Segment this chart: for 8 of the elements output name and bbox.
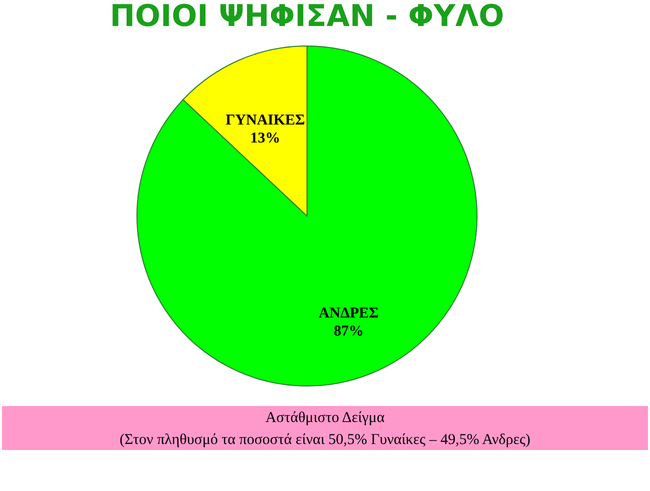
data-label: 13% (250, 130, 280, 147)
data-label: 87% (334, 323, 364, 340)
slice-label: ΑΝΔΡΕΣ (318, 305, 379, 322)
chart-title: ΠΟΙΟΙ ΨΗΦΙΣΑΝ - ΦΥΛΟ (110, 0, 504, 34)
slice-label: ΓΥΝΑΙΚΕΣ (226, 112, 306, 129)
pie-slice (136, 46, 478, 386)
text: (Στον πληθυσμό τα ποσοστά είναι 50,5% Γυναίκες – 49,5% Ανδρες) (120, 432, 530, 448)
text: Αστάθμιστο Δείγμα (265, 410, 385, 426)
